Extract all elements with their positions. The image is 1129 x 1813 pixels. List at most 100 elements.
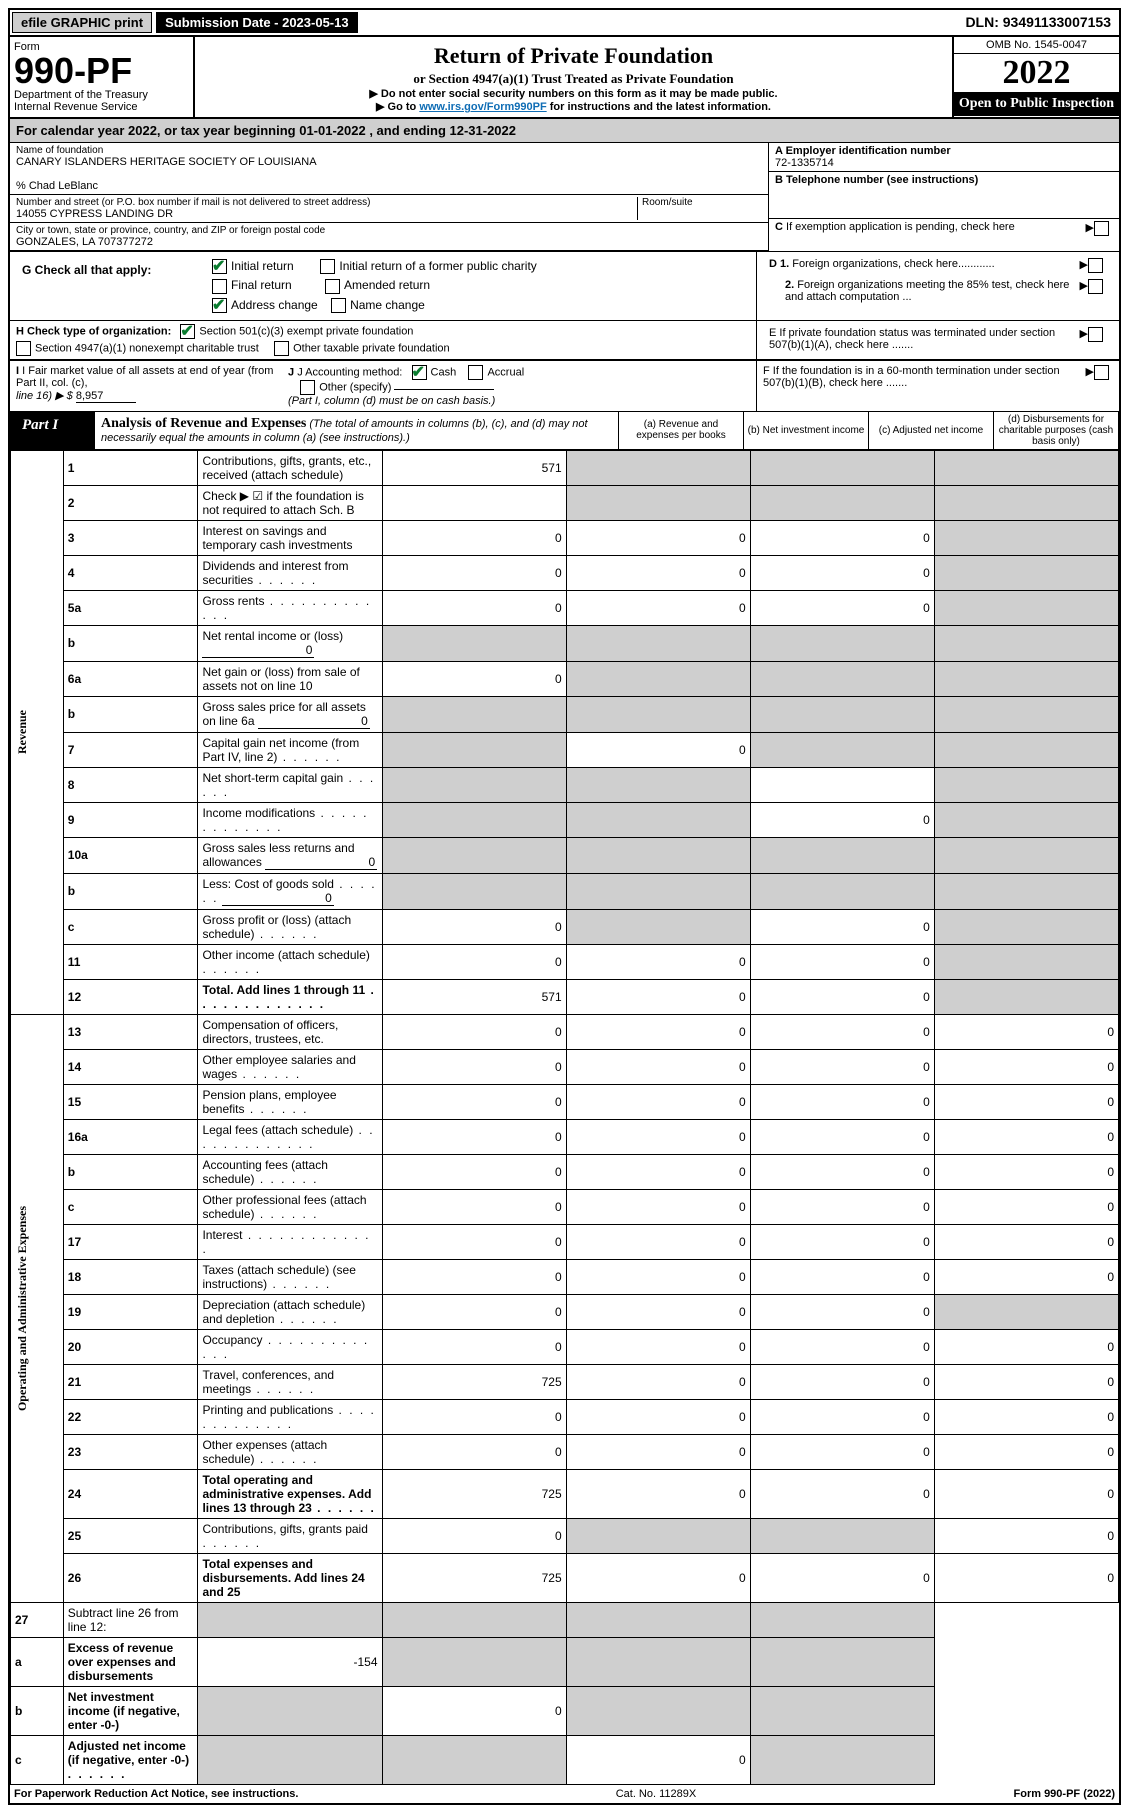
value-cell — [934, 873, 1118, 909]
e-checkbox[interactable] — [1088, 327, 1103, 342]
addr-label: Number and street (or P.O. box number if… — [16, 197, 637, 208]
initial-former-checkbox[interactable] — [320, 259, 335, 274]
part1-desc-row: Analysis of Revenue and Expenses (The to… — [94, 411, 1119, 450]
value-cell — [566, 802, 750, 837]
ein-cell: A Employer identification number 72-1335… — [769, 143, 1119, 172]
value-cell: 0 — [382, 944, 566, 979]
line-description: Total expenses and disbursements. Add li… — [198, 1553, 382, 1602]
table-row: 3Interest on savings and temporary cash … — [11, 520, 1119, 555]
table-row: 24Total operating and administrative exp… — [11, 1469, 1119, 1518]
line-number: 15 — [63, 1084, 198, 1119]
line-description: Subtract line 26 from line 12: — [63, 1602, 198, 1637]
value-cell: 0 — [566, 590, 750, 625]
f-checkbox[interactable] — [1094, 365, 1109, 380]
submission-date-label: Submission Date - 2023-05-13 — [156, 12, 358, 33]
value-cell: 0 — [566, 520, 750, 555]
line-number: 12 — [63, 979, 198, 1014]
value-cell — [382, 837, 566, 873]
value-cell — [750, 1735, 934, 1784]
arrow-icon: ▶ — [1086, 365, 1094, 389]
part1-tab: Part I — [10, 411, 94, 450]
c-checkbox[interactable] — [1094, 221, 1109, 236]
value-cell: 0 — [934, 1189, 1118, 1224]
value-cell: 0 — [566, 1434, 750, 1469]
table-row: 14Other employee salaries and wages0000 — [11, 1049, 1119, 1084]
value-cell: 0 — [750, 909, 934, 944]
address-change-checkbox[interactable] — [212, 298, 227, 313]
line-number: 19 — [63, 1294, 198, 1329]
value-cell: 0 — [566, 1294, 750, 1329]
inline-value: 0 — [202, 643, 314, 658]
value-cell: 0 — [934, 1154, 1118, 1189]
amended-return-checkbox[interactable] — [325, 279, 340, 294]
i-label: I Fair market value of all assets at end… — [16, 365, 273, 389]
value-cell: 0 — [382, 1686, 566, 1735]
value-cell: 0 — [750, 1329, 934, 1364]
value-cell — [934, 732, 1118, 767]
table-row: 27Subtract line 26 from line 12: — [11, 1602, 1119, 1637]
h-other-checkbox[interactable] — [274, 341, 289, 356]
initial-return-label: Initial return — [231, 259, 294, 273]
side-label: Revenue — [11, 450, 64, 1014]
line-description: Taxes (attach schedule) (see instruction… — [198, 1259, 382, 1294]
table-row: 19Depreciation (attach schedule) and dep… — [11, 1294, 1119, 1329]
value-cell — [382, 802, 566, 837]
line-number: 13 — [63, 1014, 198, 1049]
value-cell — [566, 909, 750, 944]
ein-label: A Employer identification number — [775, 145, 1113, 157]
j-accrual-checkbox[interactable] — [468, 365, 483, 380]
final-return-checkbox[interactable] — [212, 279, 227, 294]
table-row: Revenue1Contributions, gifts, grants, et… — [11, 450, 1119, 485]
value-cell: 0 — [382, 1434, 566, 1469]
line-description: Gross rents — [198, 590, 382, 625]
h-4947-checkbox[interactable] — [16, 341, 31, 356]
j-note: (Part I, column (d) must be on cash basi… — [288, 395, 495, 407]
value-cell: 0 — [750, 1084, 934, 1119]
initial-return-checkbox[interactable] — [212, 259, 227, 274]
d1-row: D 1. Foreign organizations, check here..… — [763, 255, 1113, 276]
value-cell: 0 — [750, 520, 934, 555]
line-number: b — [63, 696, 198, 732]
dept-label: Department of the Treasury — [14, 89, 189, 101]
value-cell: 0 — [566, 944, 750, 979]
d2-checkbox[interactable] — [1088, 279, 1103, 294]
value-cell: 0 — [382, 1014, 566, 1049]
line-number: c — [63, 1189, 198, 1224]
irs-label: Internal Revenue Service — [14, 101, 189, 113]
entity-right: A Employer identification number 72-1335… — [768, 143, 1119, 251]
line-description: Contributions, gifts, grants paid — [198, 1518, 382, 1553]
header-left: Form 990-PF Department of the Treasury I… — [10, 37, 195, 117]
value-cell: 0 — [382, 1084, 566, 1119]
arrow-icon: ▶ — [1086, 221, 1094, 236]
value-cell: 0 — [934, 1553, 1118, 1602]
line-number: 16a — [63, 1119, 198, 1154]
value-cell — [566, 661, 750, 696]
j-cash-checkbox[interactable] — [412, 365, 427, 380]
line-number: 10a — [63, 837, 198, 873]
header-right: OMB No. 1545-0047 2022 Open to Public In… — [952, 37, 1119, 117]
efile-print-button[interactable]: efile GRAPHIC print — [12, 12, 152, 33]
line-number: 18 — [63, 1259, 198, 1294]
j-other-input[interactable] — [394, 389, 494, 390]
line-description: Total. Add lines 1 through 11 — [198, 979, 382, 1014]
line-number: 5a — [63, 590, 198, 625]
section-i: I I Fair market value of all assets at e… — [10, 361, 282, 411]
phone-cell: B Telephone number (see instructions) — [769, 172, 1119, 219]
value-cell: 0 — [382, 1294, 566, 1329]
table-row: 11Other income (attach schedule)000 — [11, 944, 1119, 979]
arrow-icon: ▶ — [1080, 327, 1088, 351]
form990pf-link[interactable]: www.irs.gov/Form990PF — [419, 101, 546, 113]
line-description: Check ▶ ☑ if the foundation is not requi… — [198, 485, 382, 520]
phone-label: B Telephone number (see instructions) — [775, 174, 1113, 186]
d1-checkbox[interactable] — [1088, 258, 1103, 273]
h-501c3-checkbox[interactable] — [180, 324, 195, 339]
room-label: Room/suite — [642, 197, 762, 208]
value-cell — [934, 837, 1118, 873]
name-change-checkbox[interactable] — [331, 298, 346, 313]
part1-description: Analysis of Revenue and Expenses (The to… — [95, 412, 618, 449]
value-cell: 0 — [934, 1224, 1118, 1259]
value-cell: 0 — [750, 1364, 934, 1399]
j-other-checkbox[interactable] — [300, 380, 315, 395]
value-cell — [566, 625, 750, 661]
arrow-icon: ▶ — [1080, 258, 1088, 273]
